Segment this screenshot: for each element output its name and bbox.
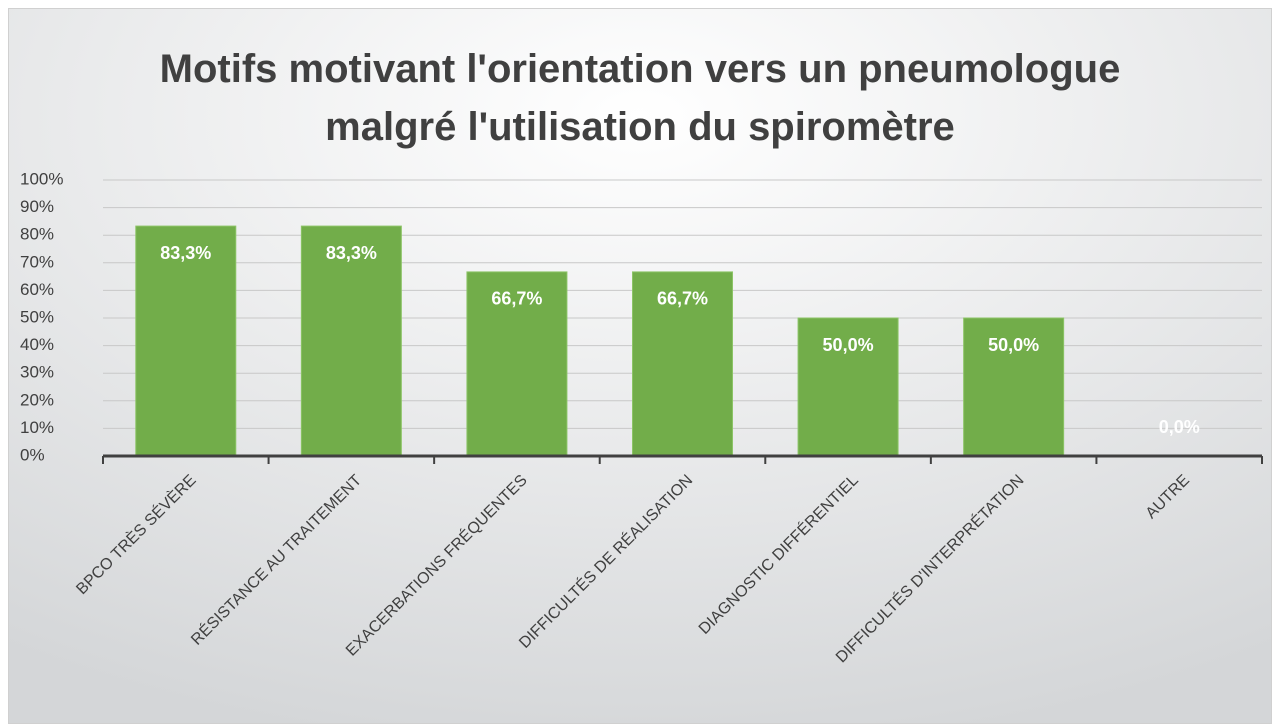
data-label: 83,3% bbox=[160, 243, 211, 263]
y-tick-label: 20% bbox=[20, 390, 54, 409]
data-label: 66,7% bbox=[491, 289, 542, 309]
y-tick-label: 70% bbox=[20, 252, 54, 271]
y-tick-label: 100% bbox=[20, 169, 63, 188]
y-tick-label: 30% bbox=[20, 363, 54, 382]
y-tick-label: 10% bbox=[20, 418, 54, 437]
chart-title: Motifs motivant l'orientation vers un pn… bbox=[159, 47, 1121, 149]
y-tick-label: 40% bbox=[20, 335, 54, 354]
y-tick-label: 0% bbox=[20, 445, 45, 464]
bar bbox=[963, 317, 1065, 457]
data-label: 83,3% bbox=[326, 243, 377, 263]
y-tick-label: 80% bbox=[20, 225, 54, 244]
y-tick-label: 90% bbox=[20, 197, 54, 216]
y-tick-label: 50% bbox=[20, 307, 54, 326]
data-label: 0,0% bbox=[1159, 417, 1200, 437]
bar bbox=[466, 271, 568, 457]
data-label: 66,7% bbox=[657, 289, 708, 309]
y-tick-label: 60% bbox=[20, 280, 54, 299]
data-label: 50,0% bbox=[988, 335, 1039, 355]
bar bbox=[632, 271, 733, 457]
data-label: 50,0% bbox=[823, 335, 874, 355]
bar bbox=[797, 317, 899, 457]
